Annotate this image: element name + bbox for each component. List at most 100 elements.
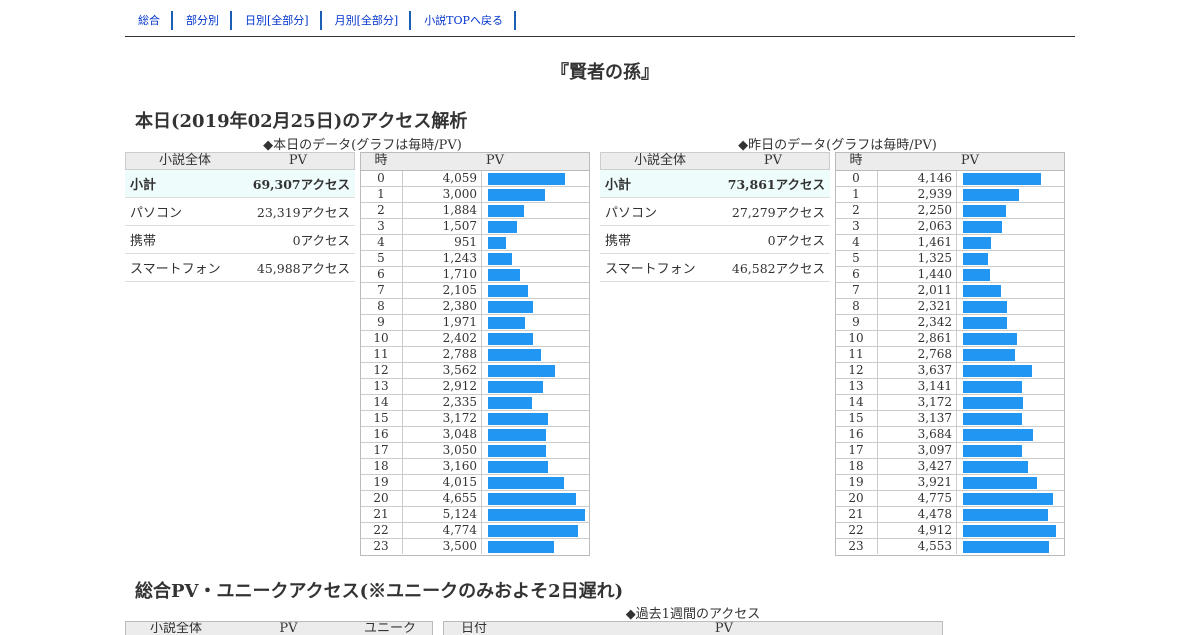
totals-col-pv: PV <box>279 621 298 635</box>
hourly-row: 6 1,710 <box>361 267 589 283</box>
pv-bar <box>963 365 1032 377</box>
hourly-row: 7 2,011 <box>836 283 1064 299</box>
hourly-row: 13 2,912 <box>361 379 589 395</box>
nav-link-overall[interactable]: 総合 <box>125 11 173 30</box>
hourly-col-hour: 時 <box>849 153 863 168</box>
hourly-row: 1 3,000 <box>361 187 589 203</box>
pv-bar <box>963 461 1028 473</box>
pv-cell: 2,321 <box>877 299 957 314</box>
summary-col-label: 小説全体 <box>158 153 211 168</box>
today-heading: 本日(2019年02月25日)のアクセス解析 <box>135 111 468 132</box>
hourly-row: 5 1,325 <box>836 251 1064 267</box>
pv-cell: 4,146 <box>877 171 957 186</box>
summary-row-mobile: 携帯 0アクセス <box>600 226 830 254</box>
pv-cell: 1,325 <box>877 251 957 266</box>
hour-cell: 3 <box>852 219 860 233</box>
hourly-row: 18 3,427 <box>836 459 1064 475</box>
hour-cell: 18 <box>848 459 864 473</box>
summary-col-value: PV <box>763 153 783 168</box>
hourly-row: 6 1,440 <box>836 267 1064 283</box>
totals-table-header: 小説全体 PV ユニーク <box>125 621 433 635</box>
nav-link-monthly[interactable]: 月別[全部分] <box>322 11 412 30</box>
summary-header: 小説全体 PV <box>125 152 355 170</box>
pv-cell: 2,380 <box>402 299 482 314</box>
pv-cell: 1,440 <box>877 267 957 282</box>
hour-cell: 21 <box>848 507 864 521</box>
summary-row-subtotal: 小計 69,307アクセス <box>125 170 355 198</box>
hourly-row: 19 4,015 <box>361 475 589 491</box>
summary-row-label: 小計 <box>605 178 632 193</box>
nav-link-daily[interactable]: 日別[全部分] <box>232 11 322 30</box>
pv-cell: 5,124 <box>402 507 482 522</box>
nav-link-novel-top[interactable]: 小説TOPへ戻る <box>411 11 516 30</box>
nav-divider <box>125 36 1075 37</box>
pv-bar <box>488 381 543 393</box>
nav-link-by-part[interactable]: 部分別 <box>173 11 232 30</box>
pv-bar <box>963 253 988 265</box>
hourly-row: 11 2,788 <box>361 347 589 363</box>
pv-cell: 951 <box>402 235 482 250</box>
hour-cell: 21 <box>373 507 389 521</box>
pv-bar <box>488 269 520 281</box>
summary-row-value: 0アクセス <box>292 233 350 248</box>
week-table-header: 日付 PV <box>443 621 943 635</box>
hourly-row: 21 5,124 <box>361 507 589 523</box>
summary-row-label: 小計 <box>130 178 157 193</box>
pv-cell: 3,427 <box>877 459 957 474</box>
pv-cell: 3,684 <box>877 427 957 442</box>
pv-cell: 4,912 <box>877 523 957 538</box>
summary-row-pc: パソコン 23,319アクセス <box>125 198 355 226</box>
summary-row-value: 0アクセス <box>767 233 825 248</box>
hour-cell: 19 <box>373 475 389 489</box>
summary-row-label: スマートフォン <box>130 262 221 277</box>
pv-cell: 4,774 <box>402 523 482 538</box>
hour-cell: 7 <box>377 283 385 297</box>
pv-cell: 3,048 <box>402 427 482 442</box>
pv-cell: 2,402 <box>402 331 482 346</box>
hour-cell: 15 <box>848 411 864 425</box>
pv-bar <box>488 509 585 521</box>
hour-cell: 18 <box>373 459 389 473</box>
hour-cell: 1 <box>377 187 385 201</box>
hourly-row: 21 4,478 <box>836 507 1064 523</box>
hourly-row: 10 2,861 <box>836 331 1064 347</box>
pv-cell: 1,971 <box>402 315 482 330</box>
hour-cell: 17 <box>373 443 389 457</box>
pv-cell: 2,342 <box>877 315 957 330</box>
summary-row-value: 27,279アクセス <box>731 205 825 220</box>
hourly-row: 15 3,172 <box>361 411 589 427</box>
hourly-row: 22 4,774 <box>361 523 589 539</box>
pv-cell: 2,912 <box>402 379 482 394</box>
hour-cell: 5 <box>852 251 860 265</box>
pv-bar <box>488 333 533 345</box>
pv-bar <box>963 189 1019 201</box>
summary-row-label: スマートフォン <box>605 262 696 277</box>
hourly-row: 14 3,172 <box>836 395 1064 411</box>
summary-col-value: PV <box>288 153 308 168</box>
pv-bar <box>963 397 1023 409</box>
hour-cell: 16 <box>848 427 864 441</box>
pv-bar <box>963 381 1022 393</box>
hour-cell: 4 <box>852 235 860 249</box>
pv-cell: 2,105 <box>402 283 482 298</box>
pv-cell: 1,710 <box>402 267 482 282</box>
hourly-row: 20 4,775 <box>836 491 1064 507</box>
pv-cell: 3,160 <box>402 459 482 474</box>
hourly-row: 12 3,562 <box>361 363 589 379</box>
hourly-row: 18 3,160 <box>361 459 589 475</box>
pv-bar <box>488 173 565 185</box>
hour-cell: 20 <box>848 491 864 505</box>
pv-cell: 4,775 <box>877 491 957 506</box>
hour-cell: 11 <box>848 347 864 361</box>
pv-cell: 2,335 <box>402 395 482 410</box>
pv-bar <box>963 525 1056 537</box>
summary-row-mobile: 携帯 0アクセス <box>125 226 355 254</box>
hourly-row: 15 3,137 <box>836 411 1064 427</box>
pv-bar <box>488 253 512 265</box>
hour-cell: 19 <box>848 475 864 489</box>
pv-bar <box>488 525 578 537</box>
pv-bar <box>963 317 1007 329</box>
hour-cell: 11 <box>373 347 389 361</box>
hourly-row: 3 1,507 <box>361 219 589 235</box>
hourly-col-pv: PV <box>485 153 505 168</box>
